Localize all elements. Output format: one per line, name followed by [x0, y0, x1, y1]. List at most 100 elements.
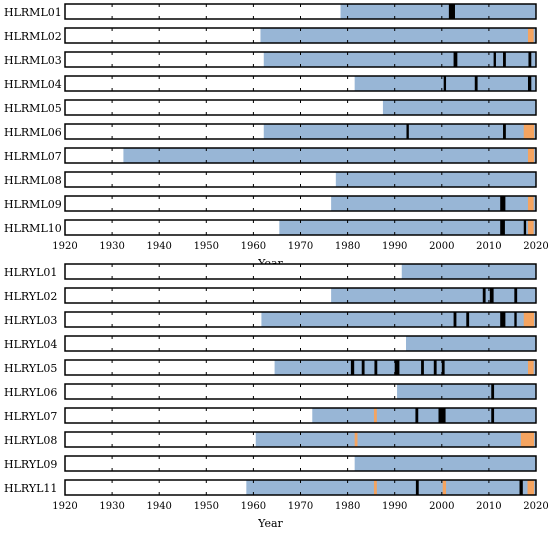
x-tick-label: 2010	[476, 501, 501, 512]
station-label: HLRML07	[4, 150, 62, 163]
station-row-hlrml10: HLRML10	[4, 219, 537, 236]
record-bar	[279, 220, 536, 235]
record-bar	[260, 28, 536, 43]
special-segment	[527, 196, 534, 211]
gap-segment	[503, 124, 506, 139]
row-frame	[64, 407, 537, 424]
gap-segment	[394, 360, 400, 375]
x-tick-label: 1970	[288, 501, 313, 512]
station-label: HLRYL02	[4, 290, 57, 303]
record-bar	[263, 124, 536, 139]
station-row-hlrml02: HLRML02	[4, 27, 537, 44]
gap-segment	[361, 360, 365, 375]
x-tick-label: 1960	[241, 501, 266, 512]
row-frame	[64, 479, 537, 496]
x-tick-label: 2000	[429, 241, 454, 252]
x-tick-label: 1990	[382, 501, 407, 512]
gap-segment	[441, 360, 445, 375]
row-frame	[64, 219, 537, 236]
gap-segment	[482, 288, 486, 303]
row-frame	[64, 455, 537, 472]
special-segment	[442, 480, 447, 495]
gap-segment	[474, 76, 478, 91]
gap-segment	[500, 196, 506, 211]
x-tick-label: 1980	[335, 241, 360, 252]
special-segment	[520, 432, 535, 447]
row-frame	[64, 335, 537, 352]
row-frame	[64, 263, 537, 280]
station-label: HLRML05	[4, 102, 62, 115]
station-row-hlrml01: HLRML01	[4, 3, 537, 20]
special-segment	[527, 480, 535, 495]
station-row-hlrml08: HLRML08	[4, 171, 537, 188]
x-tick-label: 1960	[241, 241, 266, 252]
x-tick-label: 1950	[194, 241, 219, 252]
row-frame	[64, 123, 537, 140]
x-tick-label: 1950	[194, 501, 219, 512]
special-segment	[527, 148, 535, 163]
x-axis-title: Year	[257, 517, 283, 530]
station-label: HLRML01	[4, 6, 62, 19]
row-frame	[64, 27, 537, 44]
station-row-hlrml04: HLRML04	[4, 75, 537, 92]
record-bar	[354, 456, 536, 471]
gap-segment	[514, 312, 517, 327]
record-bar	[382, 100, 536, 115]
record-bar	[335, 172, 536, 187]
row-frame	[64, 99, 537, 116]
record-bar	[263, 52, 536, 67]
gap-segment	[374, 360, 378, 375]
record-bar	[397, 384, 536, 399]
gap-segment	[493, 52, 496, 67]
row-frame	[64, 75, 537, 92]
station-label: HLRYL11	[4, 482, 57, 495]
x-tick-label: 1940	[146, 501, 171, 512]
station-row-hlryl06: HLRYL06	[4, 383, 537, 400]
row-frame	[64, 171, 537, 188]
station-row-hlryl08: HLRYL08	[4, 431, 537, 448]
panel-1: HLRML01 HLRML02 HLRML03 HLRML04 HLRML05 HLRML…	[4, 3, 549, 270]
station-row-hlryl07: HLRYL07	[4, 407, 537, 424]
station-row-hlryl11: HLRYL11	[4, 479, 537, 496]
x-tick-label: 1920	[52, 241, 77, 252]
row-frame	[64, 147, 537, 164]
row-frame	[64, 383, 537, 400]
station-row-hlryl04: HLRYL04	[4, 335, 537, 352]
station-label: HLRML02	[4, 30, 62, 43]
special-segment	[373, 480, 377, 495]
x-tick-label: 1930	[99, 241, 124, 252]
record-bar	[406, 336, 536, 351]
special-segment	[527, 360, 534, 375]
record-bar	[401, 264, 536, 279]
row-frame	[64, 51, 537, 68]
station-row-hlryl02: HLRYL02	[4, 287, 537, 304]
gap-segment	[415, 408, 419, 423]
gap-segment	[406, 124, 409, 139]
station-label: HLRYL04	[4, 338, 57, 351]
panel-2: HLRYL01 HLRYL02 HLRYL03 HLRYL04 HLRYL05 HLRYL…	[4, 263, 549, 530]
gap-segment	[519, 480, 523, 495]
gap-segment	[489, 288, 494, 303]
station-label: HLRML04	[4, 78, 62, 91]
x-tick-label: 2010	[476, 241, 501, 252]
gap-segment	[448, 4, 455, 19]
gap-segment	[443, 76, 447, 91]
station-label: HLRYL09	[4, 458, 57, 471]
record-bar	[246, 480, 536, 495]
x-tick-label: 1990	[382, 241, 407, 252]
station-label: HLRML08	[4, 174, 62, 187]
station-label: HLRYL06	[4, 386, 57, 399]
x-tick-label: 2000	[429, 501, 454, 512]
gap-segment	[528, 52, 532, 67]
x-tick-label: 1940	[146, 241, 171, 252]
station-row-hlrml06: HLRML06	[4, 123, 537, 140]
station-row-hlryl05: HLRYL05	[4, 359, 537, 376]
special-segment	[354, 432, 358, 447]
station-row-hlryl09: HLRYL09	[4, 455, 537, 472]
row-frame	[64, 195, 537, 212]
special-segment	[373, 408, 377, 423]
gap-segment	[415, 480, 419, 495]
gap-segment	[433, 360, 437, 375]
station-label: HLRML09	[4, 198, 62, 211]
gap-segment	[527, 76, 532, 91]
